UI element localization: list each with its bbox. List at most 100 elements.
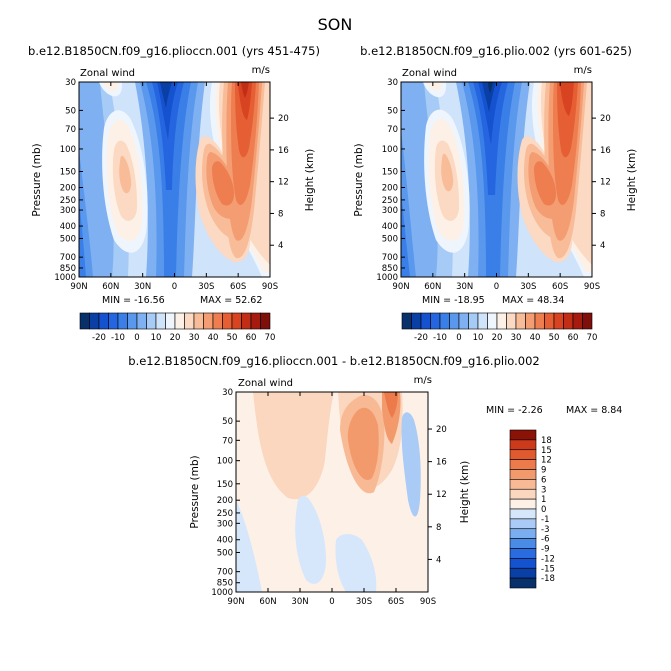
panel-b-field-label: Zonal wind [402, 68, 457, 79]
colorbar-label: 30 [189, 333, 200, 343]
panel-a-title: b.e12.B1850CN.f09_g16.plioccn.001 (yrs 4… [28, 44, 320, 58]
panel-b-title: b.e12.B1850CN.f09_g16.plio.002 (yrs 601-… [360, 44, 632, 58]
y-tick-label: 700 [60, 253, 76, 263]
colorbar-swatch [509, 508, 537, 520]
panel-diff-y2label: Height (km) [459, 461, 471, 524]
figure-title: SON [318, 15, 353, 34]
colorbar-label: 70 [265, 333, 276, 343]
colorbar-swatch [534, 312, 545, 330]
colorbar-swatch [509, 558, 537, 569]
panel-b-y2label: Height (km) [626, 149, 638, 212]
colorbar-swatch [193, 312, 204, 330]
colorbar-swatch [127, 312, 138, 330]
panel-b-max: MAX = 48.34 [502, 295, 564, 306]
colorbar-swatch [477, 312, 488, 330]
colorbar-swatch [401, 312, 412, 330]
colorbar-swatch [458, 312, 469, 330]
panel-b-axes: 90N 60N 30N 0 30S 60S 90S 30 50 70 100 150 200 250300… [376, 78, 610, 292]
y-tick-label: 400 [60, 222, 76, 232]
panel-b-colorbar: -20 -10 0 10 20 30 40 50 60 70 [401, 312, 597, 343]
y-tick-label: 50 [387, 106, 398, 116]
y-tick-label: 850 [382, 264, 398, 274]
panel-b-min: MIN = -18.95 [422, 295, 485, 306]
y-tick-label: 1000 [54, 273, 76, 283]
x-tick-label: 90S [584, 282, 600, 292]
colorbar-label: 18 [541, 436, 552, 446]
colorbar-swatch [203, 312, 214, 330]
x-tick-label: 30S [198, 282, 214, 292]
y2-tick-label: 16 [278, 146, 289, 156]
y-tick-label: 150 [217, 480, 233, 490]
colorbar-swatch [184, 312, 195, 330]
x-tick-label: 90N [227, 597, 244, 607]
colorbar-swatch [117, 312, 128, 330]
y-tick-label: 850 [217, 579, 233, 589]
colorbar-swatch [430, 312, 441, 330]
colorbar-label: 0 [134, 333, 139, 343]
x-tick-label: 60N [102, 282, 119, 292]
y-tick-label: 200 [60, 183, 76, 193]
colorbar-label: 0 [456, 333, 461, 343]
colorbar-swatch [136, 312, 147, 330]
panel-a-ylabel: Pressure (mb) [31, 143, 43, 216]
y-tick-label: 50 [222, 417, 233, 427]
colorbar-label: 30 [511, 333, 522, 343]
y-tick-label: 150 [382, 168, 398, 178]
colorbar-label: -10 [111, 333, 125, 343]
colorbar-swatch [89, 312, 100, 330]
colorbar-label: 40 [530, 333, 541, 343]
panel-diff-axes: 90N 60N 30N 0 30S 60S 90S 30 50 70 100 150 200 250300… [211, 388, 446, 607]
colorbar-swatch [174, 312, 185, 330]
y-tick-label: 150 [60, 168, 76, 178]
colorbar-label: -20 [92, 333, 106, 343]
panel-b-field [401, 82, 592, 277]
colorbar-swatch [108, 312, 119, 330]
colorbar-swatch [231, 312, 242, 330]
panel-a-colorbar: -20 -10 0 10 20 30 40 50 60 70 [79, 312, 276, 343]
colorbar-swatch [260, 312, 271, 330]
y-tick-label: 300 [382, 206, 398, 216]
colorbar-swatch [515, 312, 526, 330]
colorbar-label: 60 [568, 333, 579, 343]
y-tick-label: 400 [382, 222, 398, 232]
colorbar-swatch [146, 312, 157, 330]
colorbar-swatch [506, 312, 517, 330]
colorbar-swatch [582, 312, 593, 330]
colorbar-swatch [496, 312, 507, 330]
colorbar-swatch [250, 312, 261, 330]
y2-tick-label: 8 [600, 209, 605, 219]
colorbar-swatch [79, 312, 90, 330]
colorbar-swatch [525, 312, 536, 330]
x-tick-label: 0 [494, 282, 499, 292]
colorbar-swatch [155, 312, 166, 330]
colorbar-label: -6 [541, 535, 549, 545]
y2-tick-label: 16 [600, 146, 611, 156]
y-tick-label: 70 [222, 436, 233, 446]
colorbar-swatch [509, 449, 537, 460]
colorbar-swatch [468, 312, 479, 330]
panel-a-y2label: Height (km) [304, 149, 316, 212]
colorbar-swatch [509, 548, 537, 559]
x-tick-label: 0 [172, 282, 177, 292]
y-tick-label: 100 [60, 145, 76, 155]
y-tick-label: 250 [60, 196, 76, 206]
x-tick-label: 30S [520, 282, 536, 292]
colorbar-label: 0 [541, 505, 546, 515]
y2-tick-label: 20 [600, 114, 611, 124]
y-tick-label: 250 [217, 509, 233, 519]
y2-tick-label: 12 [600, 178, 611, 188]
y-tick-label: 30 [65, 78, 76, 88]
y2-tick-label: 8 [278, 209, 283, 219]
y-tick-label: 500 [217, 548, 233, 558]
x-tick-label: 30N [456, 282, 473, 292]
y-tick-label: 30 [222, 388, 233, 398]
y-tick-label: 200 [217, 496, 233, 506]
colorbar-label: 6 [541, 475, 546, 485]
colorbar-swatch [222, 312, 233, 330]
y-tick-label: 400 [217, 536, 233, 546]
panel-a-max: MAX = 52.62 [200, 295, 262, 306]
panel-a: b.e12.B1850CN.f09_g16.plioccn.001 (yrs 4… [28, 44, 320, 343]
x-tick-label: 90S [420, 597, 436, 607]
colorbar-label: -10 [433, 333, 447, 343]
